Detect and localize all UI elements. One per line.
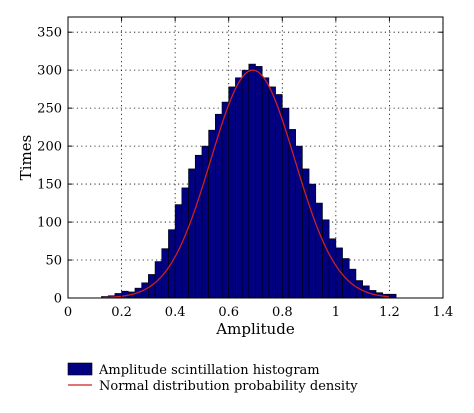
y-axis-title: Times [17,135,35,181]
y-tick-label: 0 [54,292,62,307]
histogram-bar [221,101,230,299]
x-tick-label: 0.6 [218,305,239,320]
histogram-bar [268,86,276,299]
histogram-bar [194,154,203,299]
histogram-bar [261,77,270,299]
x-tick-label: 1.4 [433,305,454,320]
y-tick-label: 50 [45,254,62,269]
histogram-bar [181,187,189,299]
histogram-bar [322,219,330,299]
legend-label-histogram: Amplitude scintillation histogram [98,363,320,378]
histogram-bar [188,168,196,299]
histogram-bar [121,290,129,299]
y-tick-label: 300 [37,64,62,79]
y-tick-label: 150 [37,178,62,193]
y-tick-label: 200 [37,140,62,155]
x-axis-title: Amplitude [215,320,295,338]
x-tick-label: 1 [332,305,340,320]
histogram-bar [168,229,176,299]
histogram-bar [288,129,296,299]
histogram-bar [315,202,323,299]
histogram-bar [248,63,256,299]
histogram-bar [228,86,236,299]
y-tick-label: 250 [37,102,62,117]
axis-ticks: 0 0.2 0.4 0.6 0.8 1 1.2 1.4 0 50 100 150 200 250 300 35… [37,17,453,320]
x-tick-label: 0 [64,305,72,320]
legend-label-normal-density: Normal distribution probability density [99,379,358,394]
plot-frame [67,16,444,299]
histogram-bar [255,66,263,299]
legend-swatch-histogram [67,362,93,376]
y-tick-label: 100 [37,216,62,231]
histogram-bar [235,77,243,299]
histogram-bar [161,248,169,299]
x-tick-label: 1.2 [379,305,400,320]
histogram-bar [241,69,250,299]
histogram-bars [101,63,397,299]
histogram-bar [275,94,283,299]
y-tick-label: 350 [37,26,62,41]
x-tick-label: 0.4 [165,305,186,320]
histogram-bar [328,238,337,299]
legend: Amplitude scintillation histogram Normal… [67,362,358,394]
x-tick-label: 0.8 [272,305,293,320]
x-tick-label: 0.2 [111,305,132,320]
normal-density-curve [102,69,390,299]
histogram-bar [389,293,397,299]
histogram-bar [308,183,317,299]
histogram-bar [295,145,303,299]
